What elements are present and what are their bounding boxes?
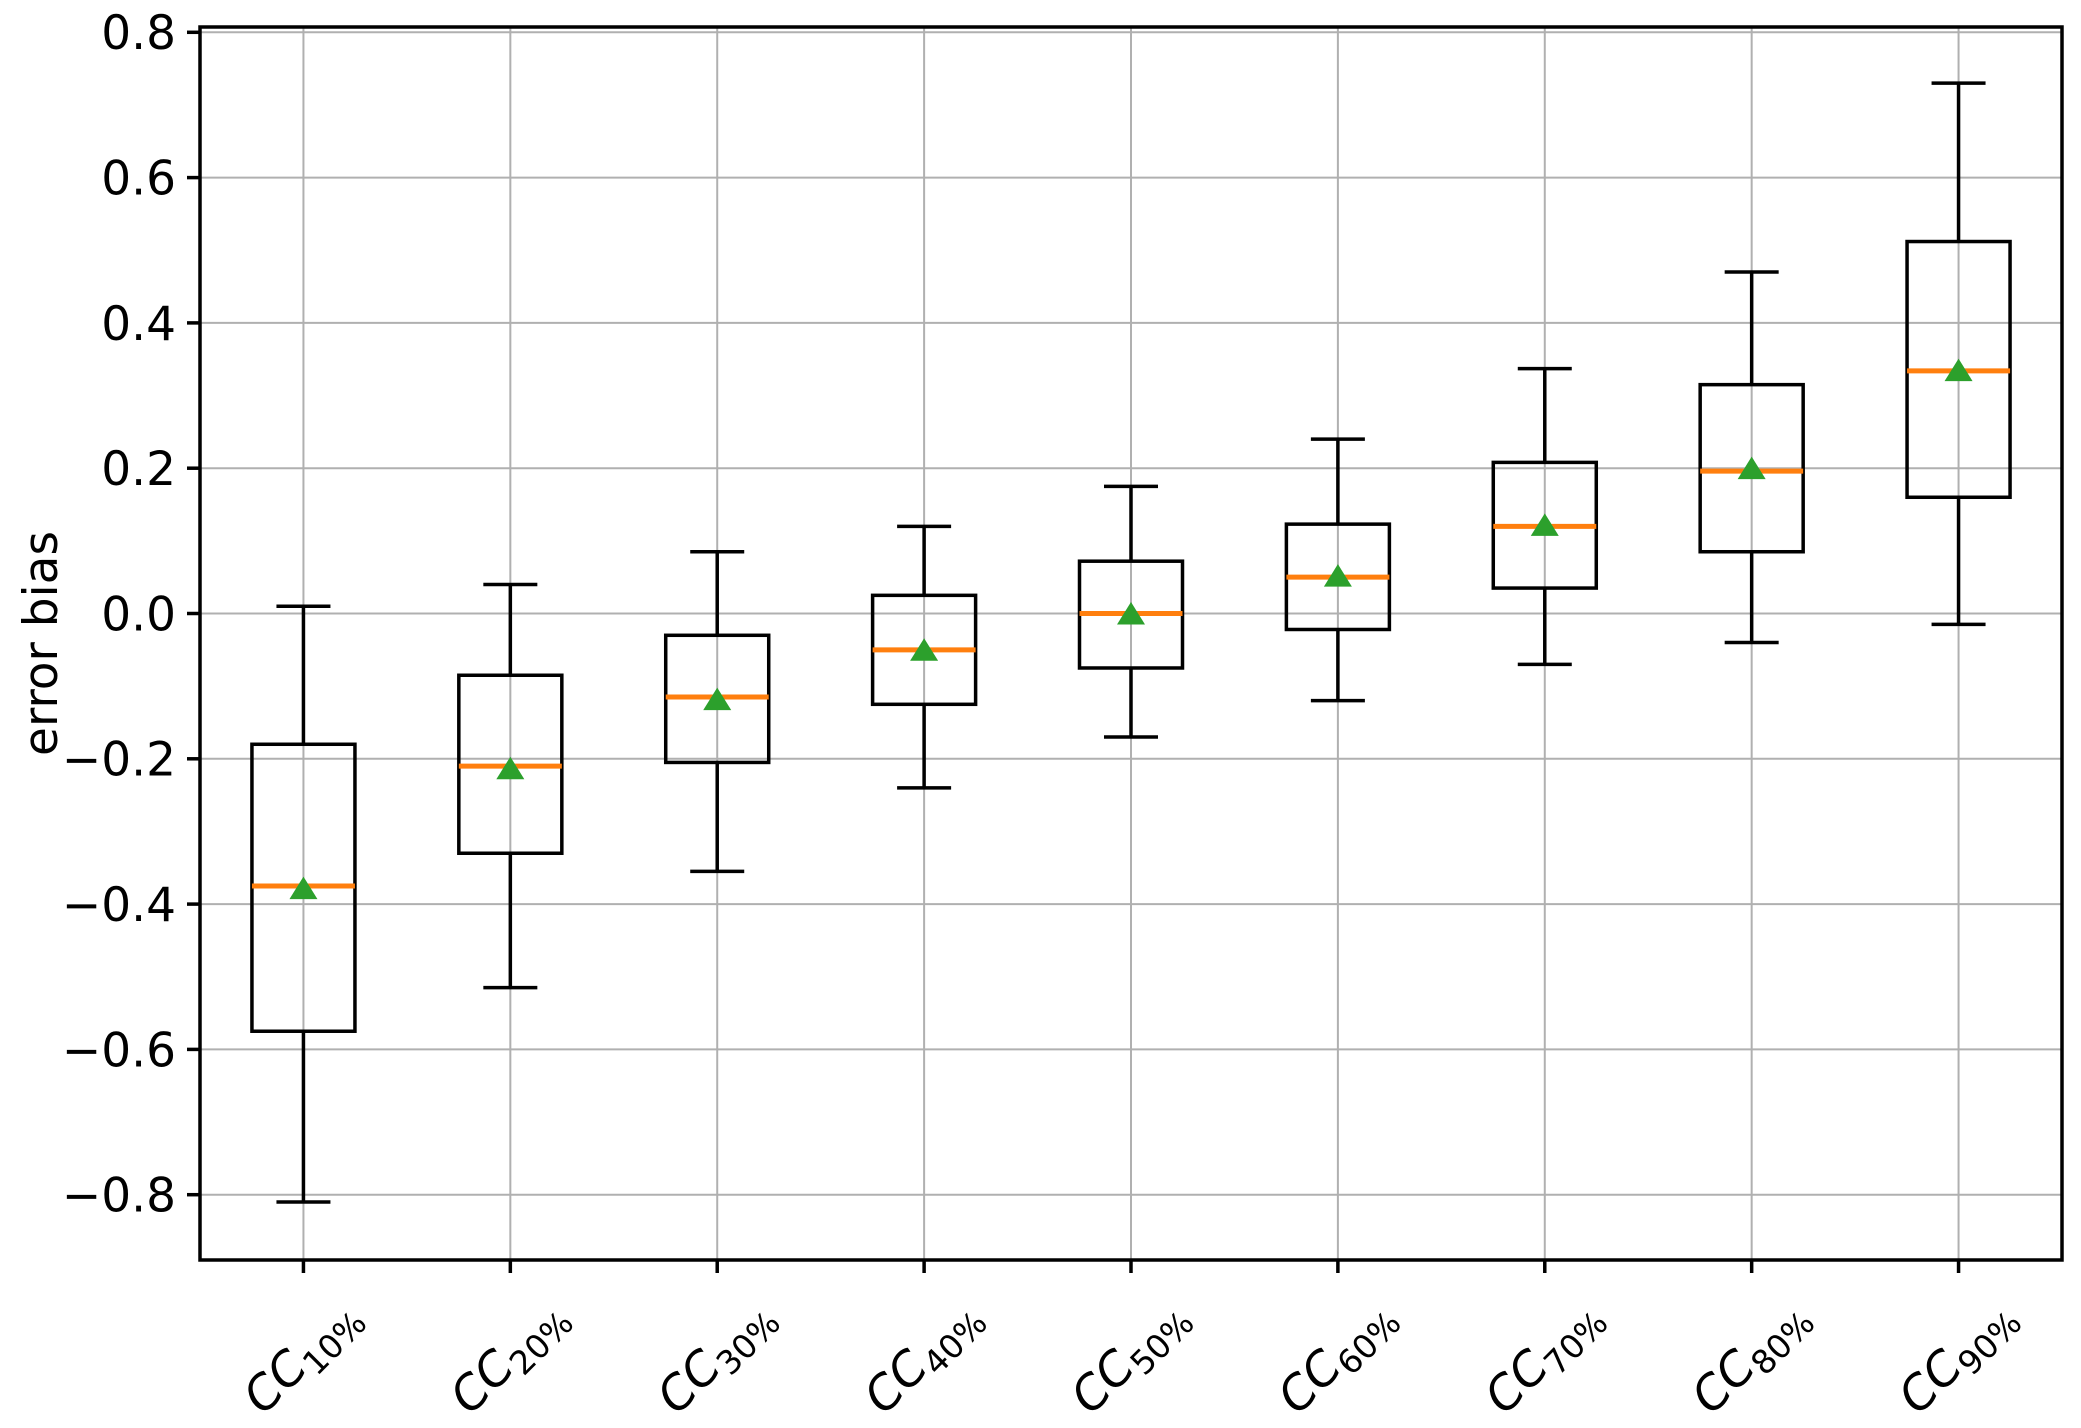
- iqr-box: [1698, 382, 1805, 554]
- mean-triangle-up-icon: [496, 756, 525, 780]
- y-tick-label: −0.2: [62, 733, 176, 788]
- box-group-CC30%: [663, 549, 771, 874]
- y-tick-label: 0.4: [101, 297, 176, 352]
- y-axis-label: error bias: [14, 531, 69, 756]
- box-group-CC90%: [1905, 81, 2012, 627]
- mean-triangle-up-icon: [289, 876, 318, 900]
- x-tick-label: CC10%: [233, 1288, 374, 1424]
- x-tick-label: CC80%: [1681, 1288, 1822, 1424]
- box-group-CC60%: [1284, 437, 1392, 703]
- box-group-CC10%: [250, 604, 357, 1204]
- y-tick-label: −0.4: [62, 878, 176, 933]
- box-group-CC20%: [457, 582, 564, 990]
- mean-triangle-up-icon: [1737, 456, 1766, 480]
- y-tick-label: 0.2: [101, 442, 176, 497]
- y-tick-label: −0.6: [62, 1023, 176, 1078]
- x-tick-label: CC60%: [1267, 1288, 1408, 1424]
- x-tick-label: CC90%: [1888, 1288, 2029, 1424]
- mean-triangle-up-icon: [1530, 513, 1559, 536]
- x-tick-label: CC50%: [1060, 1288, 1201, 1424]
- grid-layer: [200, 27, 2062, 1260]
- mean-triangle-up-icon: [910, 638, 939, 661]
- x-tick-label: CC40%: [853, 1288, 994, 1424]
- box-layer: [250, 81, 2012, 1204]
- y-tick-label: 0.8: [101, 6, 176, 61]
- box-group-CC50%: [1077, 484, 1185, 739]
- y-tick-label: 0.0: [101, 587, 176, 642]
- mean-triangle-up-icon: [703, 687, 732, 711]
- x-tick-label: CC30%: [647, 1288, 788, 1424]
- y-tick-label: −0.8: [62, 1169, 176, 1224]
- box-group-CC40%: [870, 524, 978, 790]
- y-tick-label: 0.6: [101, 152, 176, 207]
- box-group-CC80%: [1698, 270, 1805, 645]
- mean-triangle-up-icon: [1323, 564, 1352, 587]
- x-tick-label: CC20%: [440, 1288, 581, 1424]
- mean-triangle-up-icon: [1117, 601, 1145, 625]
- box-group-CC70%: [1491, 366, 1599, 667]
- x-tick-label: CC70%: [1474, 1288, 1615, 1424]
- axis-layer: 0.8 0.6 0.4 0.2 0.0 −0.2 −0.4 −0.6 −0.8 CC10% CC20…: [62, 6, 2064, 1425]
- mean-triangle-up-icon: [1944, 358, 1973, 382]
